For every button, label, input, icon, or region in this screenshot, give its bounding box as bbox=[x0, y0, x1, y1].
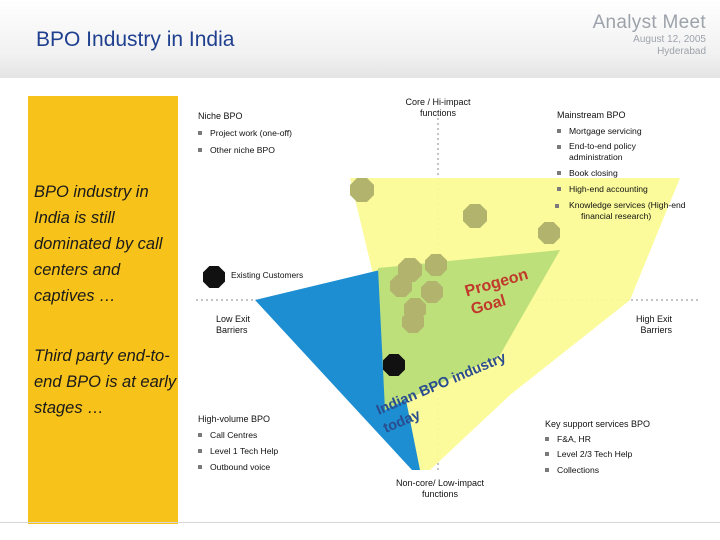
high-volume-bpo-item: Call Centres bbox=[198, 430, 257, 441]
brand-block: Analyst Meet August 12, 2005 Hyderabad bbox=[593, 12, 706, 58]
mainstream-bpo-item-text: High-end accounting bbox=[569, 184, 648, 194]
niche-bpo-item-text: Other niche BPO bbox=[210, 145, 275, 155]
header-band bbox=[0, 0, 720, 78]
page-title: BPO Industry in India bbox=[36, 28, 235, 51]
client-octagon bbox=[402, 311, 424, 333]
summary-text-2: Third party end-to-end BPO is at early s… bbox=[34, 347, 177, 417]
mainstream-bpo-item-text: Mortgage servicing bbox=[569, 126, 642, 136]
niche-bpo-heading: Niche BPO bbox=[198, 111, 243, 121]
mainstream-bpo-item: End-to-end policy administration bbox=[557, 141, 653, 163]
left-summary-panel: BPO industry in India is still dominated… bbox=[28, 96, 178, 524]
bullet-icon bbox=[545, 452, 549, 456]
client-octagon bbox=[421, 281, 443, 303]
key-support-item: F&A, HR bbox=[545, 434, 591, 445]
blue-zone bbox=[255, 270, 420, 470]
client-octagon bbox=[538, 222, 560, 244]
mainstream-bpo-item-text: Book closing bbox=[569, 168, 618, 178]
mainstream-bpo-item-text: Knowledge services (High-end financial r… bbox=[569, 200, 686, 221]
axis-right-label: High Exit Barriers bbox=[635, 314, 672, 335]
bullet-icon bbox=[198, 433, 202, 437]
mainstream-bpo-item-text: End-to-end policy administration bbox=[569, 141, 636, 162]
high-volume-bpo-heading: High-volume BPO bbox=[198, 414, 271, 424]
bullet-icon bbox=[198, 148, 202, 152]
existing-customers-label: Existing Customers bbox=[231, 270, 304, 280]
bullet-icon bbox=[557, 187, 561, 191]
niche-bpo-item: Other niche BPO bbox=[198, 145, 275, 156]
bullet-icon bbox=[545, 437, 549, 441]
bullet-icon bbox=[555, 204, 559, 208]
client-octagon bbox=[350, 178, 374, 202]
bullet-icon bbox=[557, 171, 561, 175]
existing-customers-legend-icon bbox=[203, 266, 225, 288]
high-volume-bpo-item-text: Level 1 Tech Help bbox=[210, 446, 279, 456]
high-volume-bpo-item-text: Outbound voice bbox=[210, 462, 271, 472]
footer-divider bbox=[0, 522, 720, 523]
mainstream-bpo-heading: Mainstream BPO bbox=[557, 110, 626, 120]
key-support-item-text: Level 2/3 Tech Help bbox=[557, 449, 633, 459]
client-octagon bbox=[425, 254, 447, 276]
key-support-item: Collections bbox=[545, 465, 599, 476]
mainstream-bpo-item: Knowledge services (High-end financial r… bbox=[555, 200, 689, 222]
mainstream-bpo-item: Mortgage servicing bbox=[557, 126, 642, 137]
bullet-icon bbox=[557, 129, 561, 133]
client-octagon bbox=[463, 204, 487, 228]
brand-date: August 12, 2005 bbox=[633, 34, 706, 45]
bullet-icon bbox=[198, 449, 202, 453]
high-volume-bpo-item-text: Call Centres bbox=[210, 430, 258, 440]
bullet-icon bbox=[545, 468, 549, 472]
key-support-item: Level 2/3 Tech Help bbox=[545, 449, 632, 460]
mainstream-bpo-item: High-end accounting bbox=[557, 184, 648, 195]
niche-bpo-item-text: Project work (one-off) bbox=[210, 128, 292, 138]
key-support-item-text: F&A, HR bbox=[557, 434, 591, 444]
bullet-icon bbox=[198, 131, 202, 135]
mainstream-bpo-item: Book closing bbox=[557, 168, 618, 179]
key-support-heading: Key support services BPO bbox=[545, 419, 651, 429]
client-octagon-dark bbox=[383, 354, 405, 376]
bullet-icon bbox=[198, 465, 202, 469]
brand-name: Analyst Meet bbox=[592, 12, 706, 33]
bullet-icon bbox=[557, 145, 561, 149]
brand-city: Hyderabad bbox=[657, 46, 706, 57]
key-support-item-text: Collections bbox=[557, 465, 600, 475]
axis-top-label: Core / Hi-impact functions bbox=[405, 97, 471, 118]
high-volume-bpo-item: Outbound voice bbox=[198, 462, 270, 473]
high-volume-bpo-item: Level 1 Tech Help bbox=[198, 446, 278, 457]
niche-bpo-item: Project work (one-off) bbox=[198, 128, 292, 139]
client-octagon bbox=[390, 275, 412, 297]
summary-text-1: BPO industry in India is still dominated… bbox=[34, 183, 163, 305]
axis-bottom-label: Non-core/ Low-impact functions bbox=[395, 478, 485, 499]
axis-left-label: Low Exit Barriers bbox=[216, 314, 251, 335]
